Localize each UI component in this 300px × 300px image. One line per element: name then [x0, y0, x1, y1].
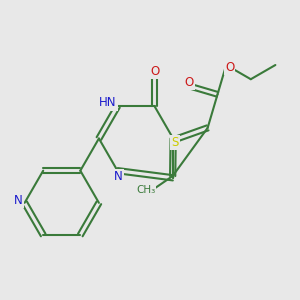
- Text: N: N: [14, 194, 22, 207]
- Text: O: O: [184, 76, 194, 89]
- Text: S: S: [171, 136, 178, 149]
- Text: O: O: [225, 61, 234, 74]
- Text: O: O: [150, 65, 159, 78]
- Text: HN: HN: [99, 96, 117, 110]
- Text: N: N: [114, 170, 123, 183]
- Text: CH₃: CH₃: [136, 185, 155, 195]
